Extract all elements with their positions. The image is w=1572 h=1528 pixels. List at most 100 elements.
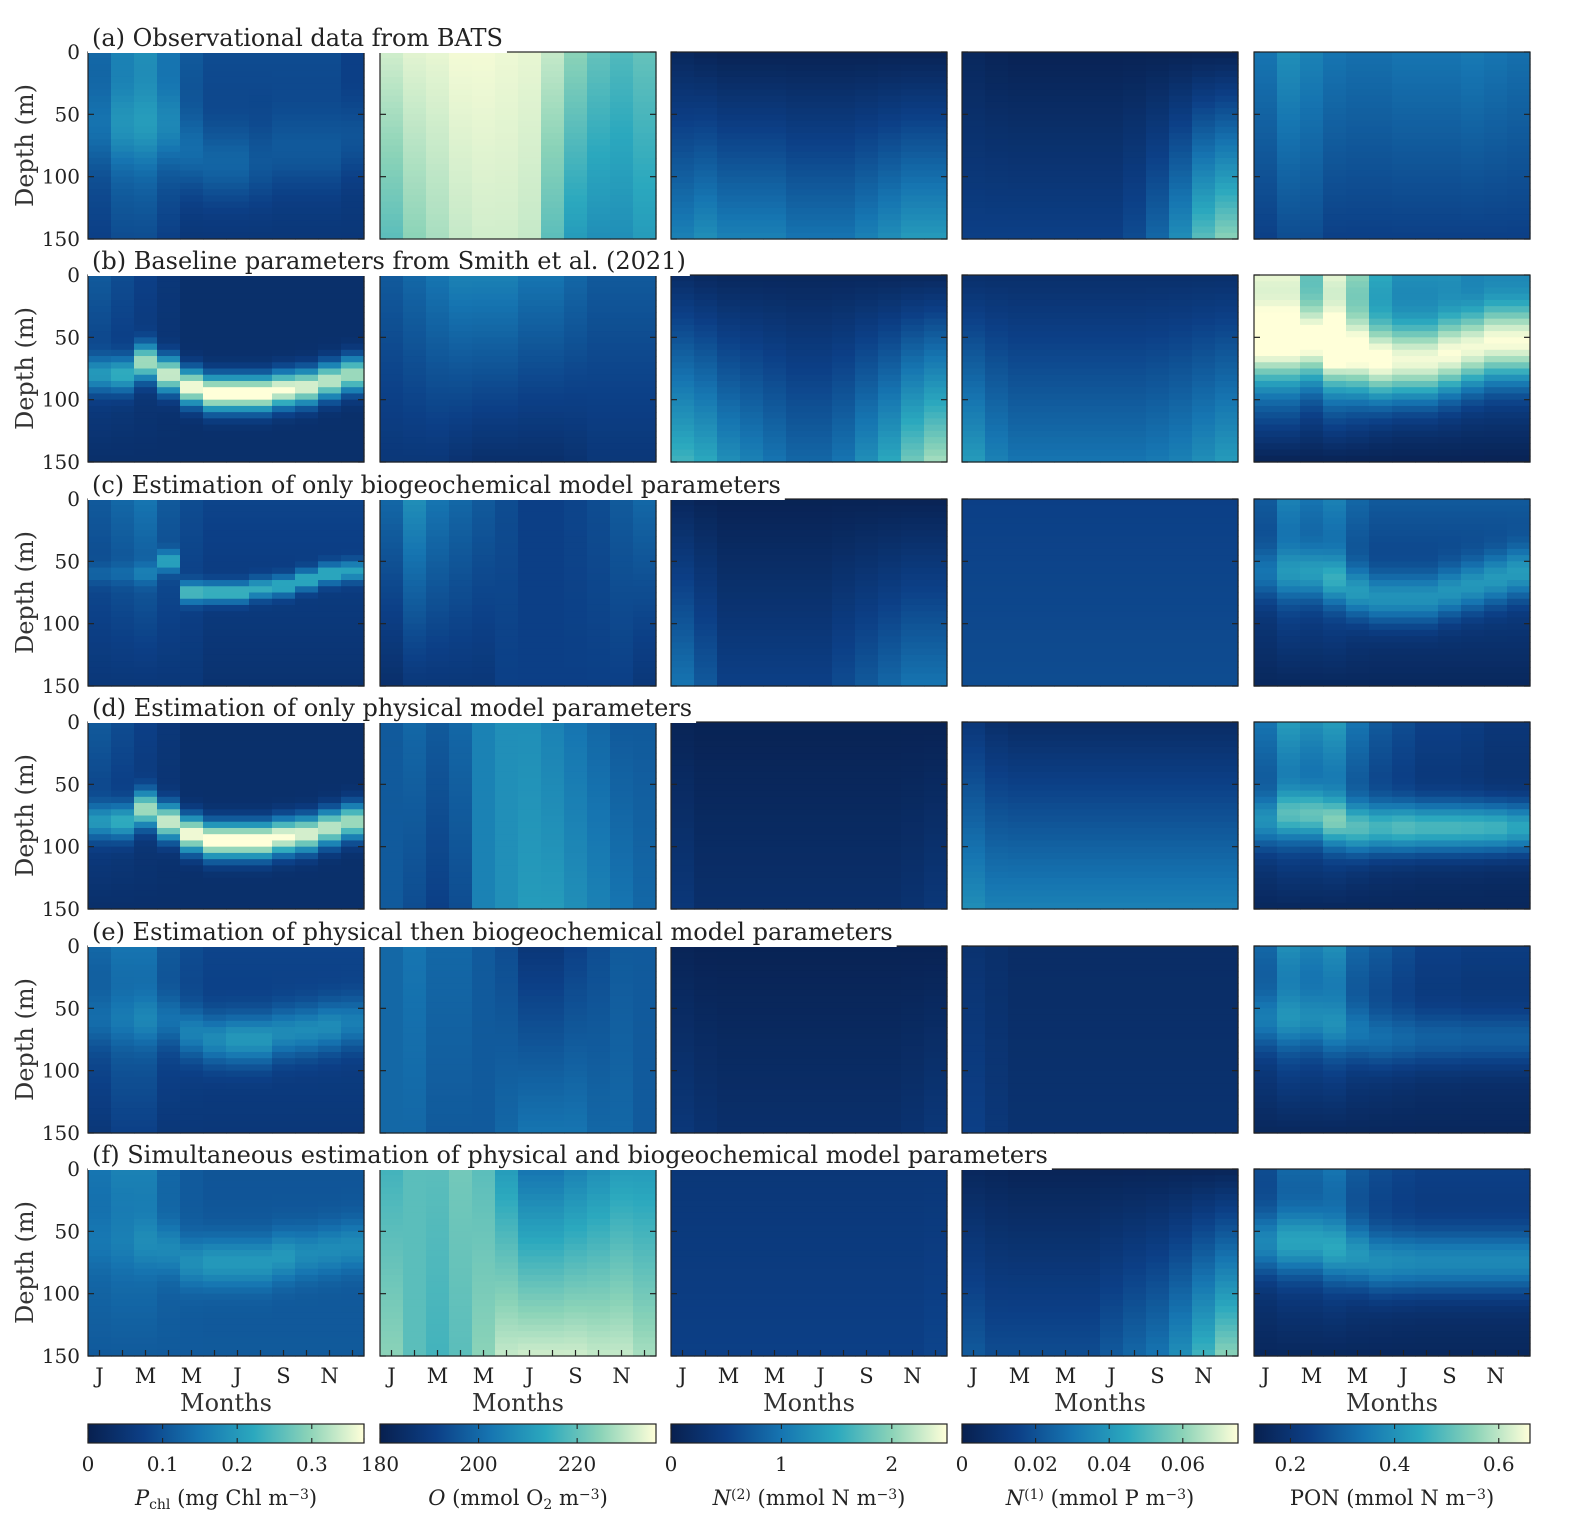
heatmap-cell — [1031, 399, 1055, 407]
heatmap-cell — [495, 598, 519, 606]
heatmap-cell — [1077, 220, 1101, 228]
heatmap-cell — [1100, 343, 1124, 351]
heatmap-cell — [564, 306, 588, 313]
heatmap-cell — [610, 114, 634, 122]
heatmap-cell — [1031, 405, 1055, 413]
heatmap-cell — [587, 312, 611, 320]
heatmap-cell — [449, 220, 473, 228]
heatmap-cell — [203, 555, 227, 562]
heatmap-cell — [985, 170, 1009, 178]
heatmap-cell — [587, 561, 611, 569]
heatmap-cell — [763, 380, 787, 388]
heatmap-cell — [249, 636, 273, 643]
heatmap-cell — [1507, 380, 1531, 388]
heatmap-cell — [295, 548, 319, 556]
heatmap-cell — [878, 182, 902, 190]
heatmap-cell — [518, 101, 542, 109]
heatmap-cell — [203, 343, 227, 351]
heatmap-cell — [134, 343, 158, 351]
heatmap-cell — [180, 530, 204, 537]
heatmap-cell — [878, 52, 902, 59]
heatmap-cell — [832, 380, 856, 388]
heatmap-cell — [1415, 312, 1439, 320]
heatmap-cell — [495, 232, 519, 240]
heatmap-cell — [341, 356, 365, 363]
heatmap-cell — [1100, 449, 1124, 457]
heatmap-cell — [717, 64, 741, 72]
heatmap-cell — [472, 195, 496, 203]
heatmap-cell — [272, 101, 296, 109]
heatmap-cell — [855, 580, 879, 587]
heatmap-cell — [249, 287, 273, 295]
heatmap-cell — [786, 654, 810, 662]
heatmap-cell — [1438, 164, 1462, 172]
heatmap-cell — [203, 170, 227, 178]
heatmap-cell — [134, 604, 158, 612]
heatmap-cell — [694, 598, 718, 606]
heatmap-cell — [832, 511, 856, 519]
heatmap-cell — [1461, 120, 1485, 128]
heatmap-cell — [633, 505, 657, 513]
heatmap-cell — [587, 530, 611, 537]
heatmap-cell — [226, 151, 250, 159]
heatmap-cell — [495, 604, 519, 612]
heatmap-cell — [962, 312, 986, 320]
heatmap-cell — [426, 139, 450, 147]
heatmap-cell — [1008, 101, 1032, 109]
heatmap-cell — [111, 592, 135, 600]
heatmap-cell — [1008, 437, 1032, 444]
heatmap-cell — [403, 89, 427, 97]
heatmap-cell — [318, 64, 342, 72]
heatmap-cell — [495, 214, 519, 221]
heatmap-cell — [786, 648, 810, 656]
heatmap-cell — [962, 654, 986, 662]
heatmap-cell — [1100, 530, 1124, 537]
heatmap-cell — [610, 530, 634, 537]
heatmap-cell — [88, 133, 112, 140]
heatmap-cell — [1438, 232, 1462, 240]
heatmap-cell — [134, 76, 158, 84]
heatmap-cell — [1484, 443, 1508, 451]
heatmap-cell — [1077, 83, 1101, 90]
heatmap-cell — [809, 536, 833, 544]
heatmap-cell — [88, 511, 112, 519]
heatmap-cell — [832, 331, 856, 338]
heatmap-cell — [1277, 120, 1301, 128]
heatmap-cell — [1507, 108, 1531, 115]
heatmap-cell — [878, 343, 902, 351]
heatmap-cell — [272, 312, 296, 320]
heatmap-cell — [1031, 189, 1055, 196]
heatmap-cell — [134, 567, 158, 575]
heatmap-cell — [786, 405, 810, 413]
heatmap-cell — [1100, 318, 1124, 326]
heatmap-cell — [134, 573, 158, 581]
heatmap-cell — [495, 418, 519, 426]
heatmap-cell — [180, 611, 204, 619]
heatmap-cell — [111, 64, 135, 72]
heatmap-cell — [832, 586, 856, 594]
heatmap-cell — [1484, 189, 1508, 196]
heatmap-cell — [518, 573, 542, 581]
heatmap-cell — [203, 164, 227, 172]
heatmap-cell — [1077, 449, 1101, 457]
heatmap-cell — [472, 636, 496, 643]
heatmap-cell — [88, 418, 112, 426]
heatmap-cell — [341, 592, 365, 600]
heatmap-cell — [1169, 368, 1193, 376]
heatmap-cell — [1346, 306, 1370, 313]
heatmap-cell — [541, 176, 565, 184]
heatmap-cell — [855, 201, 879, 209]
heatmap-cell — [924, 617, 948, 625]
heatmap-cell — [318, 89, 342, 97]
heatmap-cell — [380, 299, 404, 307]
heatmap-cell — [472, 567, 496, 575]
heatmap-cell — [318, 151, 342, 159]
heatmap-cell — [1192, 324, 1216, 332]
heatmap-cell — [226, 189, 250, 196]
heatmap-cell — [380, 542, 404, 550]
heatmap-cell — [1323, 349, 1347, 357]
heatmap-cell — [1054, 449, 1078, 457]
heatmap-cell — [272, 343, 296, 351]
heatmap-panel-0-2 — [670, 51, 948, 240]
heatmap-cell — [1192, 145, 1216, 153]
